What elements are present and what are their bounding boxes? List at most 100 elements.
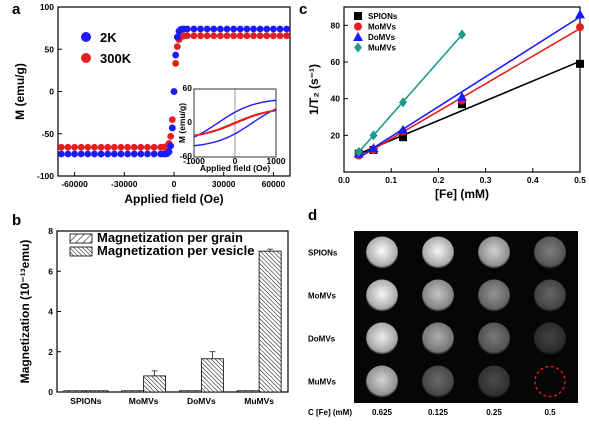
inset-y-tick-label: 0 bbox=[187, 117, 192, 127]
bar-vesicle bbox=[258, 250, 282, 393]
panel-label-d: d bbox=[308, 207, 317, 224]
data-point-300K bbox=[250, 32, 257, 40]
plot-frame-c bbox=[343, 6, 581, 173]
data-point-300K bbox=[276, 32, 284, 40]
data-point-300K bbox=[124, 143, 131, 151]
data-point-SPIONs bbox=[576, 59, 584, 68]
panel-a-hysteresis-chart: -60000 -30000 0 30000 60000 -100 -50 0 50 100 Appl… bbox=[13, 2, 291, 206]
legend-marker-c bbox=[353, 32, 363, 41]
fit-line-MuMVs bbox=[358, 34, 463, 153]
data-point-2K bbox=[84, 150, 92, 158]
data-point-2K bbox=[77, 150, 85, 158]
y-tick-label-b: 4 bbox=[48, 307, 53, 317]
y-tick-label-b: 0 bbox=[48, 387, 53, 397]
data-point-2K bbox=[190, 25, 198, 33]
data-point-2K bbox=[203, 25, 211, 33]
bar-grain bbox=[178, 390, 202, 393]
data-point-2K bbox=[256, 25, 264, 33]
mri-phantom bbox=[478, 322, 510, 355]
x-category-label: MoMVs bbox=[129, 396, 159, 406]
data-point-300K bbox=[137, 143, 145, 151]
data-point-300K bbox=[190, 32, 198, 40]
data-point-2K bbox=[57, 150, 65, 158]
data-point-DoMVs bbox=[575, 9, 585, 19]
legend-label-c: MoMVs bbox=[368, 23, 397, 32]
y-tick-label-b: 6 bbox=[48, 266, 53, 276]
mri-concentration-label: C [Fe] (mM) bbox=[308, 408, 352, 417]
data-point-300K bbox=[130, 143, 138, 151]
data-point-DoMVs bbox=[398, 124, 408, 134]
data-point-300K bbox=[270, 32, 277, 40]
data-point-2K bbox=[170, 88, 178, 95]
x-axis-title-c: [Fe] (mM) bbox=[435, 187, 489, 201]
x-category-label: MuMVs bbox=[244, 396, 274, 406]
data-point-MuMVs bbox=[458, 29, 466, 40]
data-point-2K bbox=[124, 150, 131, 158]
mri-phantom bbox=[534, 322, 566, 355]
y-axis-title-b: Magnetization (10⁻¹³emu) bbox=[18, 240, 32, 384]
legend-marker-c bbox=[354, 22, 362, 31]
data-point-SPIONs bbox=[399, 133, 407, 142]
data-point-2K bbox=[91, 150, 98, 158]
data-point-2K bbox=[173, 33, 181, 41]
data-point-2K bbox=[168, 124, 176, 132]
y-tick-label-a: 50 bbox=[45, 44, 55, 54]
inset-x-tick-label: 1000 bbox=[267, 156, 286, 166]
legend-label-b: Magnetization per grain bbox=[97, 230, 243, 245]
mri-phantom bbox=[366, 365, 398, 398]
fit-line-MoMVs bbox=[358, 27, 581, 159]
inset-loop-2K bbox=[193, 99, 277, 138]
data-point-2K bbox=[223, 25, 231, 33]
data-point-2K bbox=[97, 150, 105, 158]
data-point-300K bbox=[223, 32, 231, 40]
data-point-2K bbox=[130, 150, 138, 158]
x-tick-label-a: 0 bbox=[172, 179, 177, 189]
data-point-300K bbox=[77, 143, 85, 151]
data-point-300K bbox=[230, 32, 238, 40]
mri-phantom bbox=[534, 236, 566, 269]
legend-marker-2K bbox=[81, 32, 91, 42]
inset-x-tick-label: 0 bbox=[233, 156, 238, 166]
data-point-300K bbox=[236, 32, 244, 40]
y-tick-label-c: 60 bbox=[331, 57, 341, 67]
data-point-300K bbox=[173, 43, 181, 51]
data-point-2K bbox=[71, 150, 78, 158]
inset-y-tick-label: 60 bbox=[183, 83, 193, 93]
inset-x-tick-label: -1000 bbox=[183, 156, 205, 166]
data-point-2K bbox=[230, 25, 238, 33]
data-point-300K bbox=[183, 32, 191, 40]
y-tick-label-a: -100 bbox=[37, 171, 54, 181]
legend-label-c: SPIONs bbox=[368, 12, 398, 21]
data-point-2K bbox=[167, 142, 175, 150]
data-point-300K bbox=[57, 143, 65, 151]
mri-row-label: SPIONs bbox=[308, 249, 338, 258]
mri-phantom bbox=[366, 322, 398, 355]
data-point-300K bbox=[256, 32, 264, 40]
x-tick-label-c: 0.5 bbox=[574, 175, 586, 185]
data-point-2K bbox=[263, 25, 271, 33]
data-point-2K bbox=[270, 25, 277, 33]
legend-label-b: Magnetization per vesicle bbox=[97, 243, 255, 258]
y-axis-title-a: M (emu/g) bbox=[13, 63, 27, 120]
panel-label-c: c bbox=[299, 1, 307, 18]
data-point-DoMVs bbox=[457, 91, 467, 101]
y-tick-label-a: -50 bbox=[42, 129, 55, 139]
data-point-300K bbox=[104, 143, 112, 151]
y-tick-label-b: 2 bbox=[48, 347, 53, 357]
x-tick-label-c: 0.2 bbox=[432, 175, 444, 185]
data-point-300K bbox=[144, 143, 151, 151]
data-point-300K bbox=[150, 143, 158, 151]
data-point-2K bbox=[236, 25, 244, 33]
mri-phantom bbox=[534, 279, 566, 312]
data-point-MuMVs bbox=[399, 97, 407, 108]
mri-row-label: MoMVs bbox=[308, 292, 337, 301]
data-point-300K bbox=[243, 32, 251, 40]
mri-phantom bbox=[422, 236, 454, 269]
x-category-label: SPIONs bbox=[70, 396, 101, 406]
mri-phantom bbox=[366, 279, 398, 312]
mri-phantom bbox=[422, 279, 454, 312]
data-point-2K bbox=[110, 150, 118, 158]
data-point-2K bbox=[150, 150, 158, 158]
panel-label-a: a bbox=[12, 1, 21, 18]
mri-column-label: 0.125 bbox=[428, 408, 449, 417]
